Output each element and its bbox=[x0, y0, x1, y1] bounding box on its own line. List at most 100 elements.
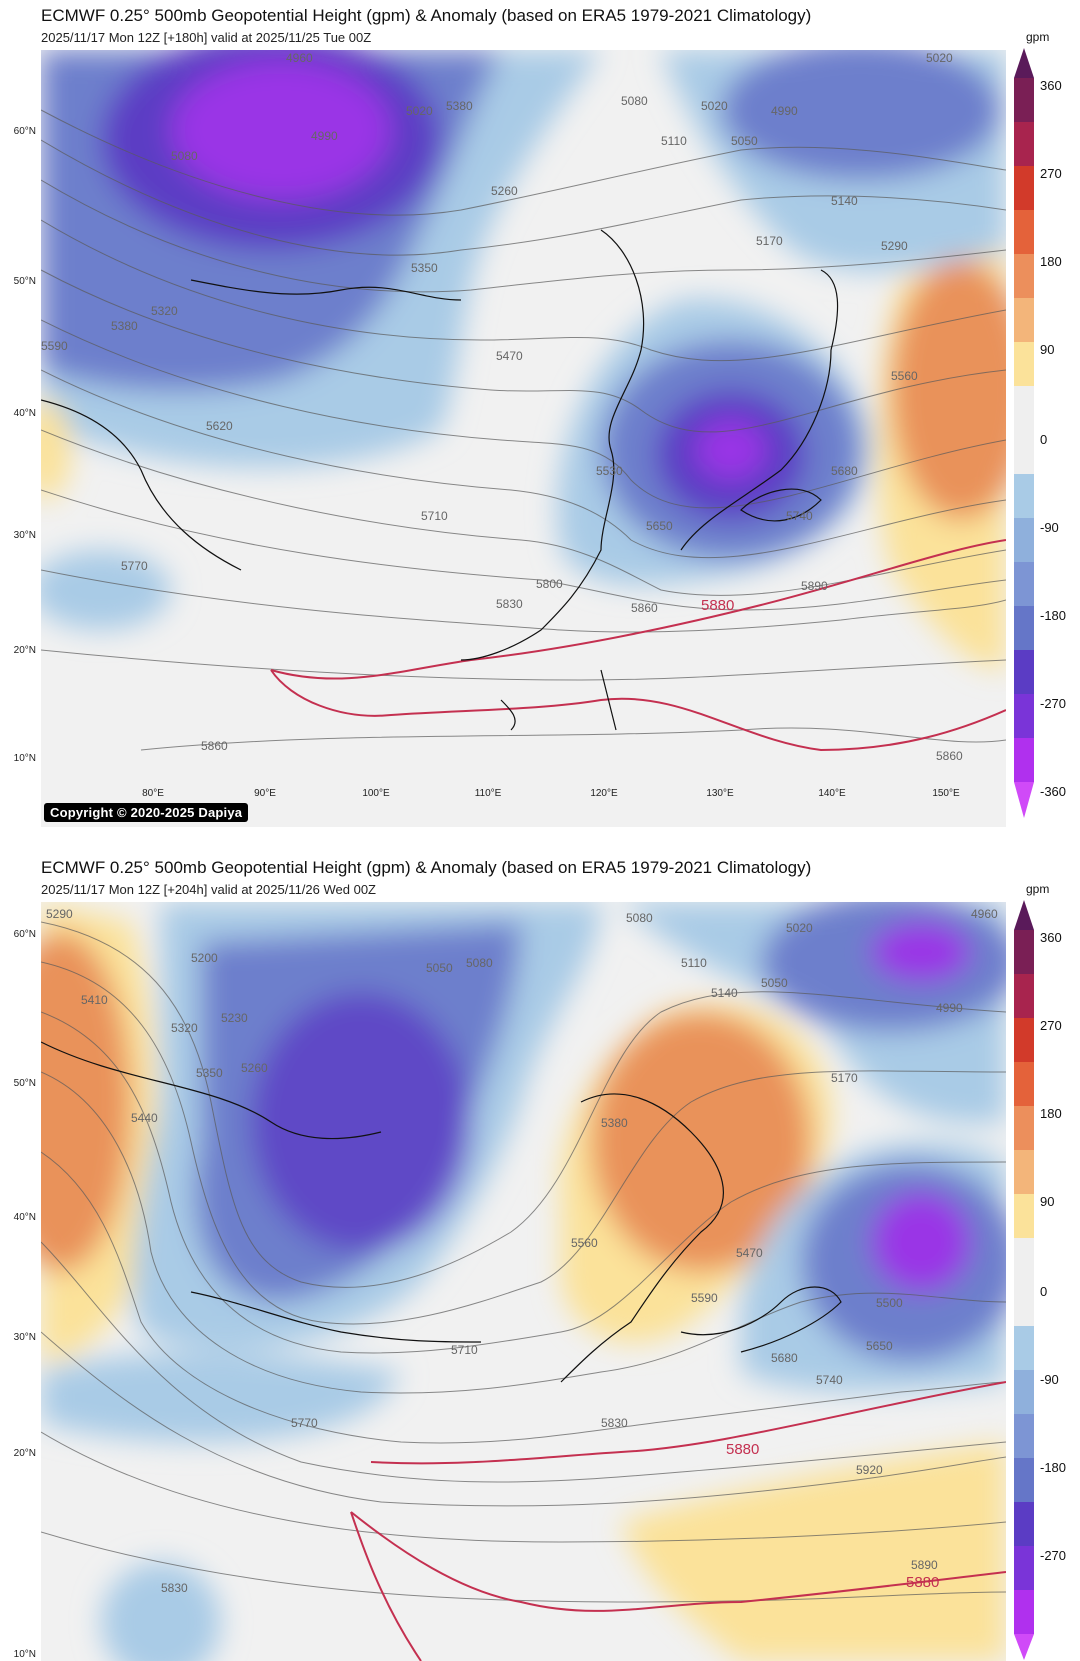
contour-label: 5650 bbox=[866, 1339, 893, 1353]
panel-title: ECMWF 0.25° 500mb Geopotential Height (g… bbox=[41, 858, 812, 877]
contour-label: 4990 bbox=[311, 129, 338, 143]
contour-label: 5080 bbox=[626, 911, 653, 925]
contour-label: 5230 bbox=[221, 1011, 248, 1025]
contour-label: 5020 bbox=[926, 51, 953, 65]
contour-label: 4960 bbox=[971, 907, 998, 921]
contour-label: 5380 bbox=[601, 1116, 628, 1130]
contour-label: 5350 bbox=[196, 1066, 223, 1080]
colorbar-tick: -360 bbox=[1040, 784, 1067, 799]
contour-label: 5830 bbox=[496, 597, 523, 611]
contour-label: 5560 bbox=[891, 369, 918, 383]
contour-label: 5050 bbox=[426, 961, 453, 975]
contour-label: 5470 bbox=[736, 1246, 763, 1260]
contour-label: 5560 bbox=[571, 1236, 598, 1250]
colorbar-tick: 0 bbox=[1040, 432, 1048, 447]
colorbar-tick: -270 bbox=[1040, 1548, 1067, 1563]
contour-label: 5680 bbox=[831, 464, 858, 478]
contour-label-5880: 5880 bbox=[701, 597, 734, 614]
contour-label: 5140 bbox=[711, 986, 738, 1000]
colorbar-tick: -90 bbox=[1040, 520, 1059, 535]
copyright-badge: Copyright © 2020-2025 Dapiya bbox=[44, 803, 249, 822]
contour-label: 5530 bbox=[596, 464, 623, 478]
anomaly-map: 5290 5410 5200 5230 5260 5320 5350 5440 … bbox=[41, 902, 1006, 1661]
anomaly-map: 4960 4990 5020 5380 5080 5080 5110 5140 … bbox=[41, 50, 1006, 827]
lon-label: 100°E bbox=[362, 788, 390, 799]
contour-label: 5380 bbox=[111, 319, 138, 333]
contour-label: 5260 bbox=[241, 1061, 268, 1075]
contour-label: 5290 bbox=[881, 239, 908, 253]
contour-label: 5470 bbox=[496, 349, 523, 363]
contour-label: 5710 bbox=[421, 509, 448, 523]
contour-label: 5020 bbox=[701, 99, 728, 113]
contour-label: 5650 bbox=[646, 519, 673, 533]
contour-label: 5260 bbox=[491, 184, 518, 198]
panel-subtitle: 2025/11/17 Mon 12Z [+180h] valid at 2025… bbox=[41, 30, 372, 45]
lon-label: 90°E bbox=[254, 788, 276, 799]
map-canvas: 4960 4990 5020 5380 5080 5080 5110 5140 … bbox=[41, 50, 1006, 827]
panel-subtitle: 2025/11/17 Mon 12Z [+204h] valid at 2025… bbox=[41, 882, 376, 897]
lat-label: 50°N bbox=[13, 276, 36, 287]
colorbar-tick: 90 bbox=[1040, 342, 1055, 357]
contour-label: 5020 bbox=[786, 921, 813, 935]
contour-label: 5710 bbox=[451, 1343, 478, 1357]
lat-label: 10°N bbox=[13, 1649, 36, 1660]
contour-label: 5350 bbox=[411, 261, 438, 275]
colorbar-tick: 180 bbox=[1040, 1106, 1062, 1121]
colorbar-tick: 360 bbox=[1040, 930, 1062, 945]
colorbar-tick: -180 bbox=[1040, 608, 1067, 623]
contour-label: 5830 bbox=[601, 1416, 628, 1430]
contour-label: 5920 bbox=[856, 1463, 883, 1477]
contour-label: 5890 bbox=[801, 579, 828, 593]
contour-label: 5410 bbox=[81, 993, 108, 1007]
forecast-panel-2: ECMWF 0.25° 500mb Geopotential Height (g… bbox=[0, 852, 1080, 1661]
contour-label-5880: 5880 bbox=[726, 1441, 759, 1458]
panel-title: ECMWF 0.25° 500mb Geopotential Height (g… bbox=[41, 6, 812, 25]
colorbar-tick: 90 bbox=[1040, 1194, 1055, 1209]
lat-label: 60°N bbox=[13, 126, 36, 137]
colorbar-tick: 360 bbox=[1040, 78, 1062, 93]
lat-label: 10°N bbox=[13, 753, 36, 764]
contour-label: 4960 bbox=[286, 51, 313, 65]
contour-label: 5830 bbox=[161, 1581, 188, 1595]
contour-label: 4990 bbox=[936, 1001, 963, 1015]
lat-label: 60°N bbox=[13, 929, 36, 940]
contour-label: 5200 bbox=[191, 951, 218, 965]
contour-label: 5110 bbox=[681, 956, 707, 970]
contour-label: 5290 bbox=[46, 907, 73, 921]
contour-label: 5860 bbox=[936, 749, 963, 763]
contour-label: 5500 bbox=[876, 1296, 903, 1310]
lat-label: 30°N bbox=[13, 530, 36, 541]
colorbar-tick: -180 bbox=[1040, 1460, 1067, 1475]
contour-label-5880: 5880 bbox=[906, 1574, 939, 1591]
contour-label: 5050 bbox=[761, 976, 788, 990]
contour-label: 5440 bbox=[131, 1111, 158, 1125]
lon-label: 80°E bbox=[142, 788, 164, 799]
contour-label: 5170 bbox=[831, 1071, 858, 1085]
contour-label: 5680 bbox=[771, 1351, 798, 1365]
contour-label: 5770 bbox=[291, 1416, 318, 1430]
contour-label: 5740 bbox=[816, 1373, 843, 1387]
lat-label: 40°N bbox=[13, 408, 36, 419]
lat-label: 50°N bbox=[13, 1078, 36, 1089]
contour-label: 5320 bbox=[171, 1021, 198, 1035]
colorbar-tick: 270 bbox=[1040, 166, 1062, 181]
lon-label: 140°E bbox=[818, 788, 846, 799]
contour-label: 5140 bbox=[831, 194, 858, 208]
colorbar bbox=[1014, 48, 1034, 818]
lon-label: 120°E bbox=[590, 788, 618, 799]
contour-label: 5080 bbox=[466, 956, 493, 970]
contour-label: 5080 bbox=[621, 94, 648, 108]
lat-label: 20°N bbox=[13, 645, 36, 656]
colorbar-tick: -270 bbox=[1040, 696, 1067, 711]
lat-label: 40°N bbox=[13, 1212, 36, 1223]
forecast-panel-1: ECMWF 0.25° 500mb Geopotential Height (g… bbox=[13, 6, 1067, 827]
contour-label: 5860 bbox=[201, 739, 228, 753]
lon-label: 130°E bbox=[706, 788, 734, 799]
contour-label: 5320 bbox=[151, 304, 178, 318]
contour-label: 5020 bbox=[406, 104, 433, 118]
contour-label: 5740 bbox=[786, 509, 813, 523]
lat-label: 30°N bbox=[13, 1332, 36, 1343]
colorbar-tick: -90 bbox=[1040, 1372, 1059, 1387]
contour-label: 5050 bbox=[731, 134, 758, 148]
contour-label: 5110 bbox=[661, 134, 687, 148]
